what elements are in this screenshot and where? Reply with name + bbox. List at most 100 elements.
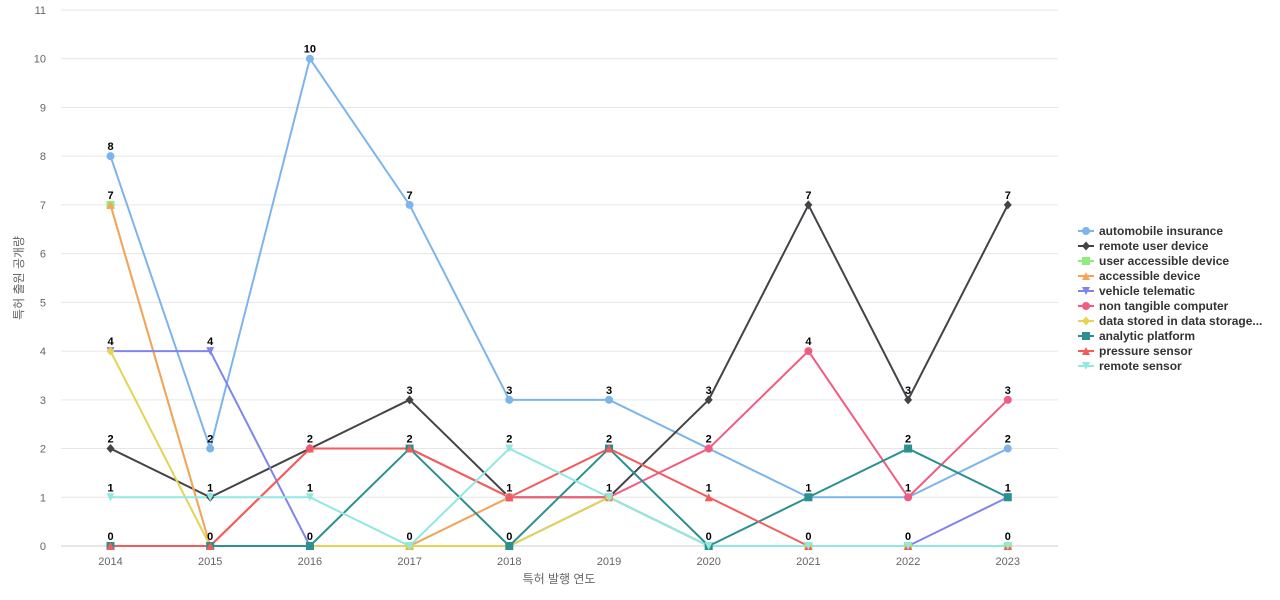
data-label: 4	[207, 336, 214, 348]
data-label: 1	[905, 482, 911, 494]
legend-marker	[1082, 302, 1090, 310]
data-point-accessible-device	[106, 200, 115, 209]
data-point-automobile-insurance	[106, 152, 115, 161]
data-label: 0	[407, 531, 413, 543]
legend-label: user accessible device	[1099, 254, 1229, 268]
data-label: 1	[307, 482, 313, 494]
data-label: 10	[304, 44, 316, 56]
data-point-automobile-insurance	[305, 54, 314, 63]
y-tick-label: 2	[40, 444, 46, 456]
data-label: 3	[905, 385, 911, 397]
y-tick-label: 9	[40, 102, 46, 114]
data-point-automobile-insurance	[405, 200, 414, 209]
data-point-data-stored-in-data-storage	[106, 346, 115, 356]
data-labels: 8742104210102107320321032132107410321073…	[107, 44, 1010, 543]
data-label: 2	[606, 434, 612, 446]
data-label: 3	[506, 385, 512, 397]
data-label: 1	[506, 482, 512, 494]
legend-item-vehicle-telematic[interactable]: vehicle telematic	[1078, 284, 1195, 298]
y-tick-label: 3	[40, 395, 46, 407]
y-tick-label: 1	[40, 492, 46, 504]
legend-marker	[1082, 257, 1090, 265]
data-point-remote-sensor	[605, 493, 613, 502]
x-tick-label: 2016	[298, 556, 322, 568]
data-point-pressure-sensor	[405, 444, 414, 453]
x-axis-title: 특허 발행 연도	[523, 571, 596, 586]
data-label: 2	[207, 434, 213, 446]
legend-item-data-stored-in-data-storage[interactable]: data stored in data storage...	[1078, 314, 1262, 328]
legend-label: remote sensor	[1099, 359, 1182, 373]
y-tick-label: 0	[40, 541, 46, 553]
data-label: 7	[805, 190, 811, 202]
data-point-automobile-insurance	[605, 395, 613, 404]
legend-label: data stored in data storage...	[1099, 314, 1262, 328]
data-point-pressure-sensor	[106, 542, 115, 550]
legend-marker	[1082, 362, 1090, 370]
data-label: 7	[107, 190, 113, 202]
x-tick-label: 2018	[497, 556, 521, 568]
legend-label: vehicle telematic	[1099, 284, 1195, 298]
series-markers	[106, 54, 1012, 551]
legend-label: accessible device	[1099, 269, 1201, 283]
data-point-pressure-sensor	[305, 444, 314, 453]
data-label: 0	[506, 531, 512, 543]
legend-item-non-tangible-computer[interactable]: non tangible computer	[1078, 299, 1229, 313]
data-label: 0	[107, 531, 113, 543]
data-label: 1	[706, 482, 712, 494]
data-point-remote-sensor	[804, 542, 813, 550]
x-tick-label: 2017	[397, 556, 421, 568]
data-label: 3	[706, 385, 712, 397]
data-label: 0	[905, 531, 911, 543]
grid-lines	[61, 9, 1058, 547]
legend-item-automobile-insurance[interactable]: automobile insurance	[1078, 224, 1223, 238]
legend-item-accessible-device[interactable]: accessible device	[1078, 269, 1201, 283]
data-label: 1	[1005, 482, 1011, 494]
data-point-remote-sensor	[305, 493, 314, 502]
data-label: 0	[307, 531, 313, 543]
series-lines	[109, 57, 1009, 547]
y-axis-ticks: 0 1 2 3 4 5 6 7 8 9 10 11	[34, 5, 46, 553]
data-label: 7	[407, 190, 413, 202]
legend-item-pressure-sensor[interactable]: pressure sensor	[1078, 344, 1193, 358]
data-point-remote-sensor	[704, 542, 713, 550]
legend-item-user-accessible-device[interactable]: user accessible device	[1078, 254, 1229, 268]
data-point-non-tangible-computer	[904, 493, 913, 502]
data-point-analytic-platform	[904, 444, 913, 453]
x-tick-label: 2020	[696, 556, 720, 568]
data-point-remote-sensor	[106, 493, 115, 502]
data-point-automobile-insurance	[206, 444, 215, 453]
x-tick-label: 2019	[597, 556, 621, 568]
series-line-automobile-insurance	[109, 57, 1009, 499]
data-point-remote-sensor	[904, 542, 913, 550]
data-label: 1	[207, 482, 213, 494]
legend-item-analytic-platform[interactable]: analytic platform	[1078, 329, 1195, 343]
data-label: 2	[307, 434, 313, 446]
series-line-user-accessible-device	[109, 203, 1009, 547]
y-axis-title: 특허 출원 공개량	[12, 236, 26, 320]
data-label: 8	[107, 141, 113, 153]
data-label: 2	[107, 434, 113, 446]
data-point-remote-sensor	[405, 542, 414, 550]
x-tick-label: 2023	[996, 556, 1020, 568]
data-point-automobile-insurance	[505, 395, 514, 404]
data-label: 0	[207, 531, 213, 543]
x-tick-label: 2021	[796, 556, 820, 568]
data-label: 4	[107, 336, 114, 348]
legend-item-remote-sensor[interactable]: remote sensor	[1078, 359, 1182, 373]
x-tick-label: 2022	[896, 556, 920, 568]
y-tick-label: 6	[40, 249, 46, 261]
data-point-pressure-sensor	[605, 444, 613, 453]
data-label: 2	[506, 434, 512, 446]
legend-marker	[1082, 287, 1090, 295]
data-point-remote-user-device	[1003, 200, 1012, 210]
legend-item-remote-user-device[interactable]: remote user device	[1078, 239, 1209, 253]
y-tick-label: 7	[40, 200, 46, 212]
data-point-vehicle-telematic	[206, 347, 215, 356]
y-tick-label: 11	[35, 5, 46, 17]
x-axis-ticks: 2014 2015 2016 2017 2018 2019 2020 2021 2022 2023	[98, 556, 1020, 568]
data-label: 2	[1005, 434, 1011, 446]
series-line-analytic-platform	[109, 447, 1009, 547]
data-point-remote-user-device	[106, 444, 115, 454]
